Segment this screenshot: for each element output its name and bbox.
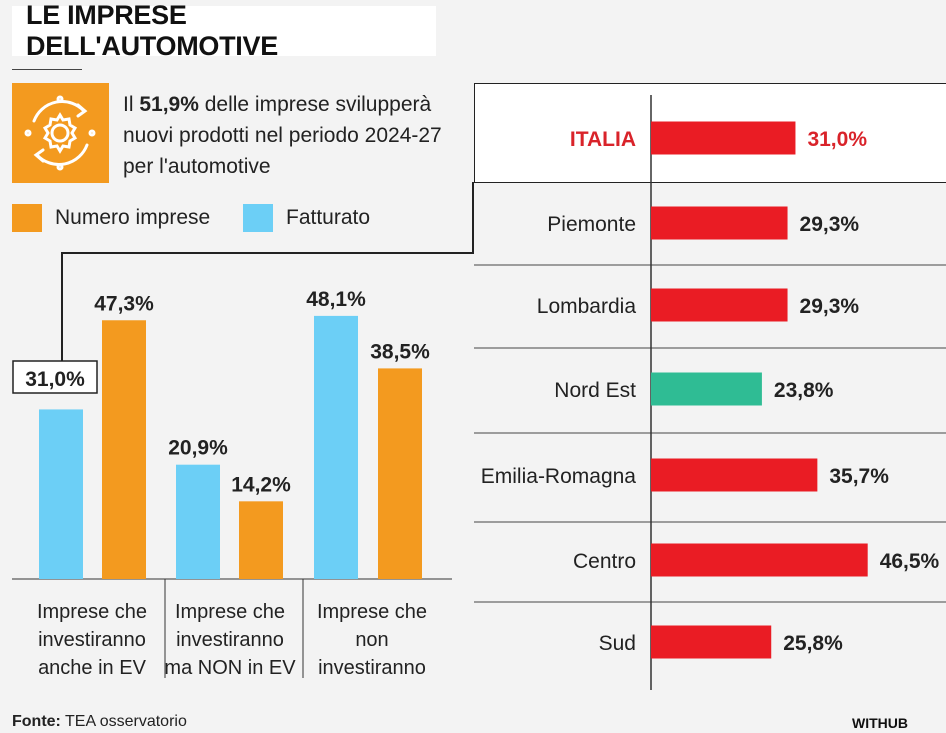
chart-title: LE IMPRESE DELL'AUTOMOTIVE (26, 0, 278, 61)
category-label: non (355, 629, 388, 651)
gear-cycle-icon (12, 83, 109, 183)
category-label: Imprese che (317, 601, 427, 623)
legend-item-numero-imprese: Numero imprese (12, 204, 210, 232)
category-label: investiranno (38, 629, 146, 651)
headline-post: delle imprese svilupperà nuovi prodotti … (123, 93, 442, 178)
category-label: Nord Est (554, 379, 636, 402)
category-label: Imprese che (175, 601, 285, 623)
source-text: TEA osservatorio (60, 713, 187, 730)
left-bar-chart: 31,0% 20,9% 48,1% 47,3% 14,2% 38,5% Imprese ch… (12, 288, 452, 679)
bar (378, 368, 422, 579)
connector-line (472, 182, 474, 254)
title-box: LE IMPRESE DELL'AUTOMOTIVE (12, 0, 436, 61)
legend-label: Fatturato (286, 206, 371, 229)
legend-swatch-orange (12, 204, 42, 232)
headline: Il 51,9% delle imprese svilupperà nuovi … (123, 89, 463, 182)
bar (176, 464, 220, 579)
bar (651, 288, 788, 322)
bar (102, 320, 146, 579)
source-label: Fonte: (12, 713, 61, 730)
bar (651, 372, 762, 406)
data-label: 31,0% (25, 368, 85, 391)
bar (651, 625, 772, 659)
legend-label: Numero imprese (55, 206, 211, 229)
bar (239, 501, 283, 579)
category-label: Lombardia (537, 295, 637, 318)
brand-logo: WITHUB (852, 715, 908, 731)
legend-swatch-blue (243, 204, 273, 232)
category-label: anche in EV (38, 657, 147, 679)
category-label: ma NON in EV (164, 657, 296, 679)
bar (651, 206, 788, 240)
data-label: 25,8% (783, 632, 843, 655)
bar (39, 409, 83, 579)
data-label: 35,7% (829, 465, 889, 488)
data-label: 29,3% (800, 295, 860, 318)
data-label-box (12, 360, 98, 394)
data-label: 47,3% (94, 292, 154, 315)
source-note: Fonte: TEA osservatorio (12, 713, 187, 731)
data-label: 48,1% (306, 288, 366, 311)
category-label: Imprese che (37, 601, 147, 623)
bar (651, 458, 818, 492)
bar (314, 315, 358, 579)
bar (651, 121, 796, 155)
connector-line (61, 252, 474, 254)
category-label: Piemonte (547, 213, 636, 236)
legend-item-fatturato: Fatturato (243, 204, 370, 232)
category-label: investiranno (176, 629, 284, 651)
headline-highlight: 51,9% (139, 93, 199, 116)
category-label: Centro (573, 550, 636, 573)
bar (651, 543, 868, 577)
data-label: 38,5% (370, 340, 430, 363)
data-label: 23,8% (774, 379, 834, 402)
data-label: 46,5% (880, 550, 940, 573)
title-rule (12, 69, 82, 70)
category-label: Sud (599, 632, 636, 655)
data-label: 14,2% (231, 473, 291, 496)
category-label: ITALIA (570, 128, 636, 151)
headline-pre: Il (123, 93, 140, 116)
category-label: investiranno (318, 657, 426, 679)
data-label: 31,0% (807, 128, 867, 151)
connector-line (61, 252, 63, 364)
category-label: Emilia-Romagna (481, 465, 637, 488)
data-label: 20,9% (168, 437, 228, 460)
data-label: 29,3% (800, 213, 860, 236)
